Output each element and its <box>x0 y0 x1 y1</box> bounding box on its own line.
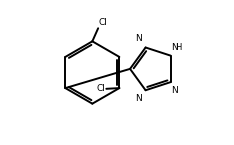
Text: N: N <box>135 94 142 103</box>
Text: H: H <box>175 44 182 52</box>
Text: N: N <box>135 35 142 44</box>
Text: Cl: Cl <box>97 84 106 93</box>
Text: N: N <box>172 86 178 95</box>
Text: N: N <box>172 43 178 52</box>
Text: Cl: Cl <box>99 18 108 27</box>
